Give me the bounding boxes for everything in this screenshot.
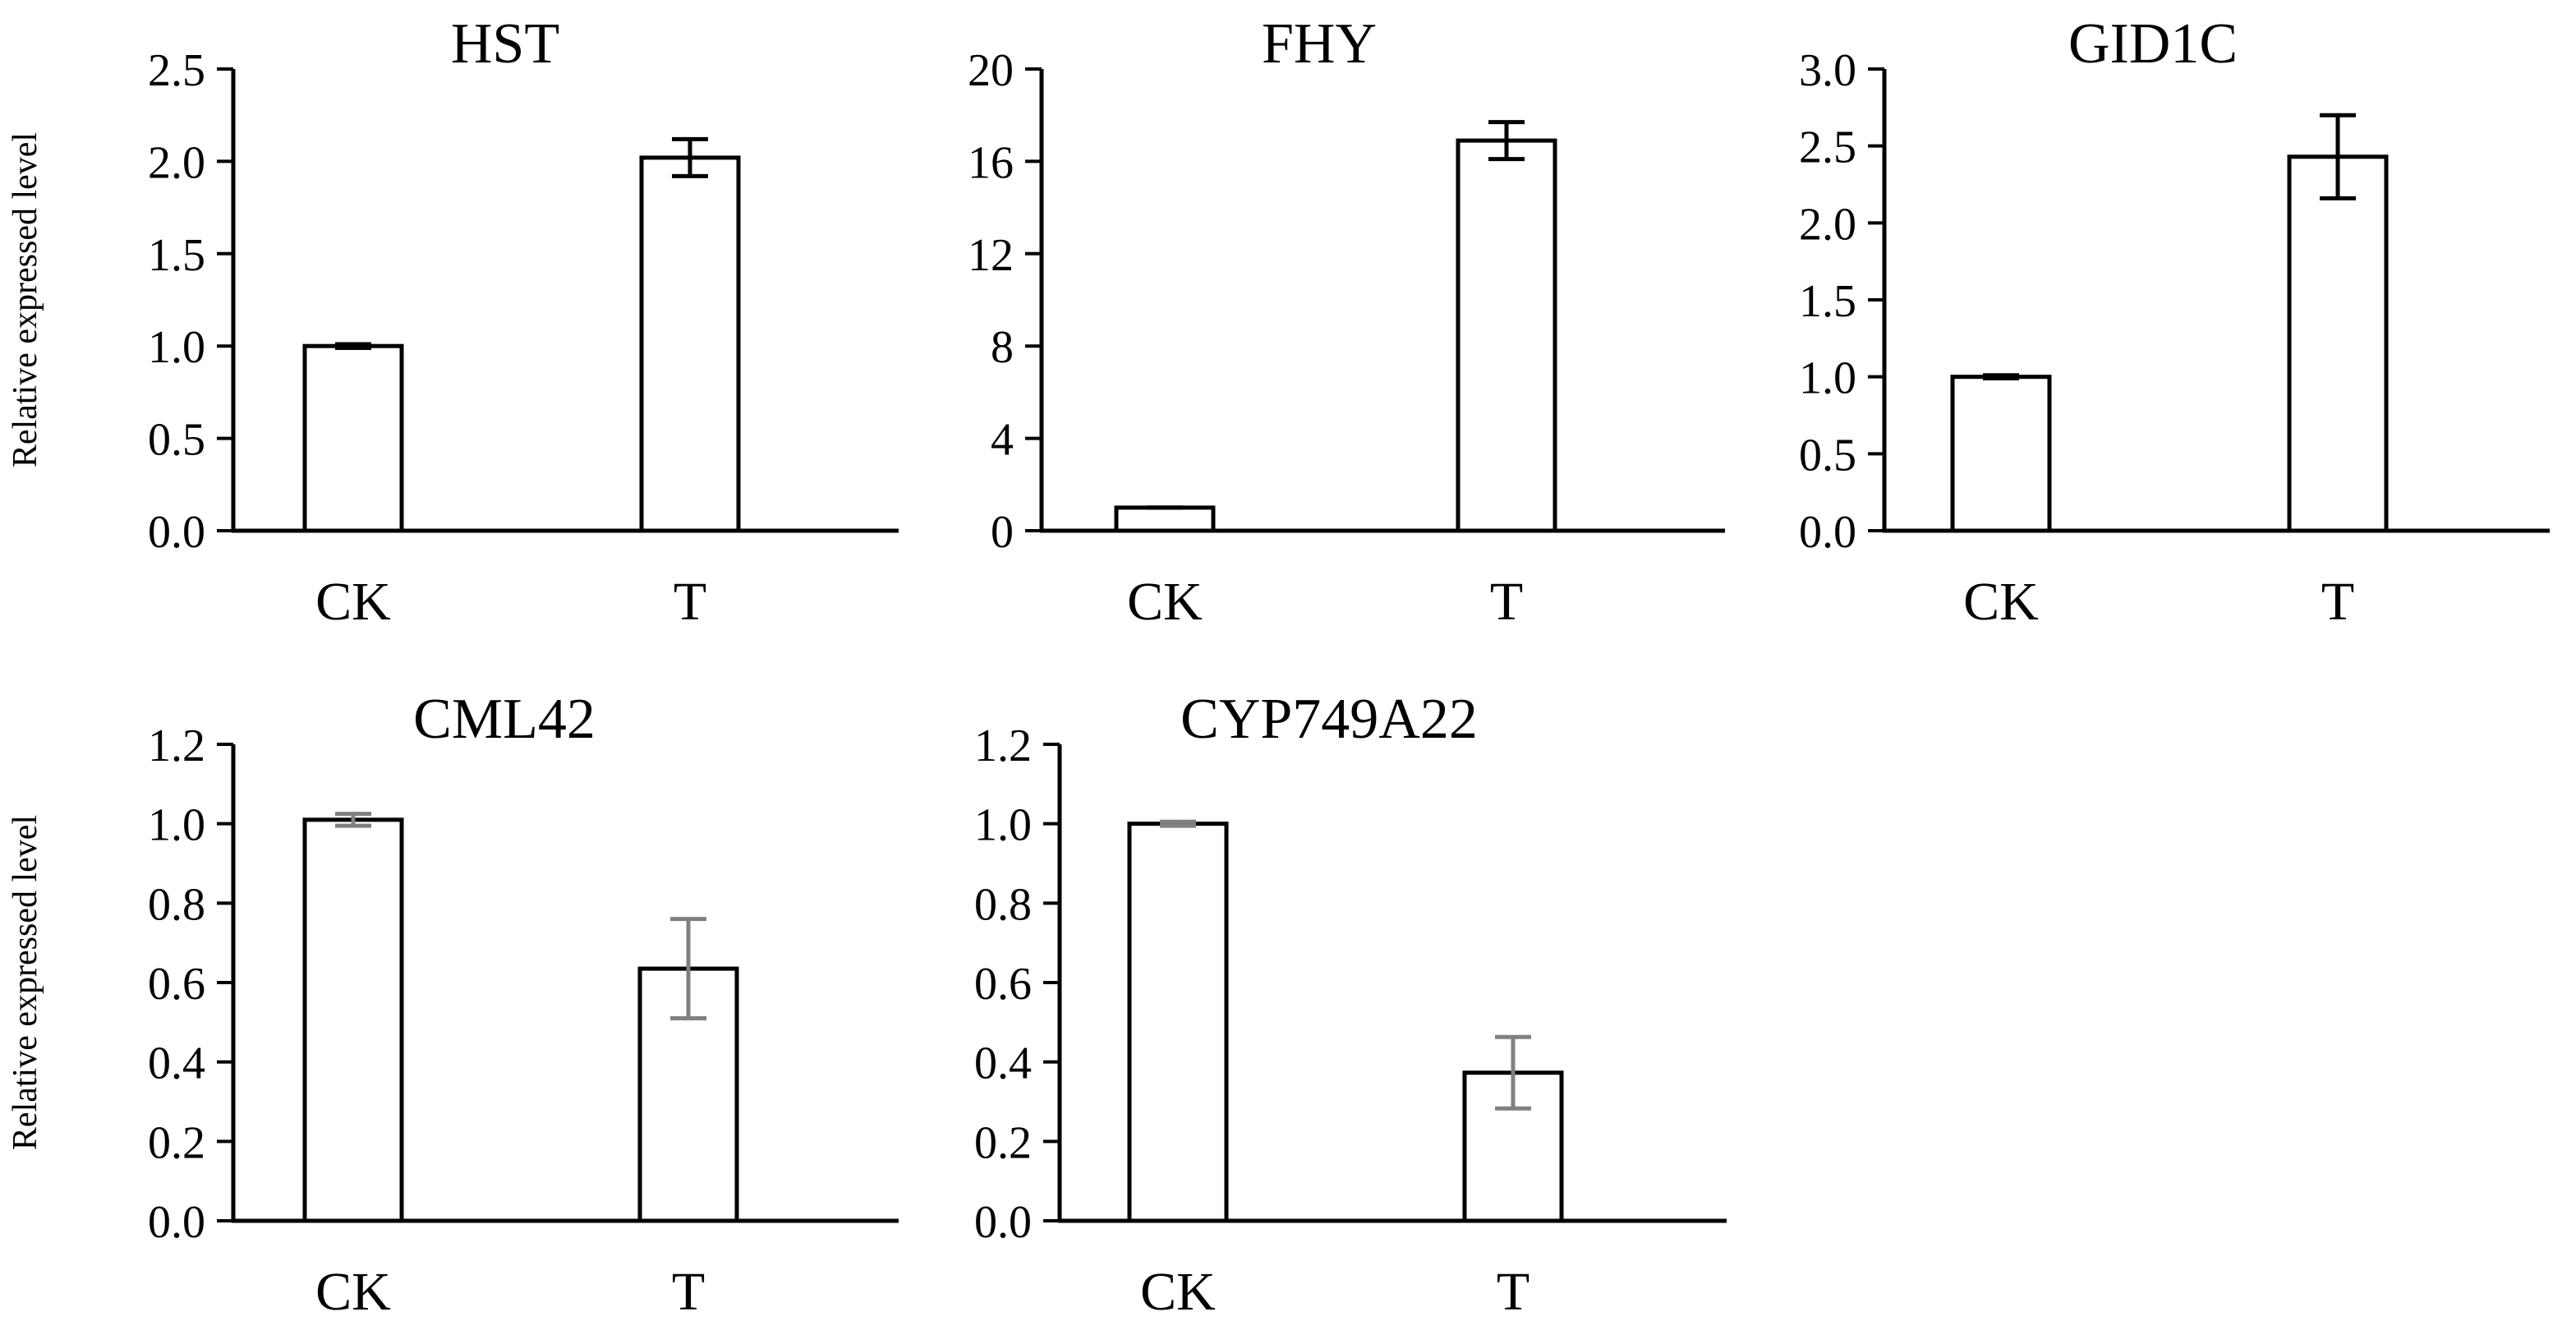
panel-5-y-tick-label: 0.4 — [974, 1038, 1032, 1089]
panel-2-title: FHY — [1262, 12, 1377, 76]
panel-2-y-tick-label: 16 — [968, 137, 1014, 188]
panel-5-y-tick-label: 0.0 — [974, 1197, 1032, 1248]
panel-1-category-label: T — [674, 572, 706, 632]
panel-2-y-tick-label: 4 — [991, 415, 1014, 466]
panel-1-y-tick-label: 1.5 — [148, 230, 205, 281]
panel-1-bar-t — [639, 155, 741, 533]
panel-4-y-tick-label: 1.2 — [148, 720, 205, 771]
panel-3-y-tick-label: 3.0 — [1799, 45, 1856, 96]
panel-4-category-label: T — [672, 1262, 705, 1322]
panel-2-y-tick-label: 20 — [968, 45, 1014, 96]
panel-1-title: HST — [451, 12, 559, 76]
panel-3-y-tick-label: 1.5 — [1799, 276, 1856, 327]
panel-3-y-tick-label: 0.0 — [1799, 507, 1856, 558]
panel-4-y-tick-label: 1.0 — [148, 800, 205, 851]
panel-1-y-tick-label: 2.5 — [148, 45, 205, 96]
panel-5-title: CYP749A22 — [1180, 688, 1478, 751]
panel-4-y-tick-label: 0.6 — [148, 959, 205, 1010]
panel-3-y-tick-label: 1.0 — [1799, 353, 1856, 404]
panel-5-y-tick-label: 1.0 — [974, 800, 1032, 851]
panel-2-category-label: CK — [1127, 572, 1203, 632]
panel-5-y-tick-label: 1.2 — [974, 720, 1032, 771]
panel-3-category-label: CK — [1963, 572, 2039, 632]
panel-4-y-tick-label: 0.0 — [148, 1197, 205, 1248]
panel-4-y-tick-label: 0.4 — [148, 1038, 205, 1089]
panel-5-bar-ck — [1127, 822, 1229, 1223]
panel-2-bar-t — [1456, 138, 1557, 533]
panel-2-y-tick-label: 0 — [991, 507, 1014, 558]
panel-4-y-axis-label: Relative expressed level — [7, 815, 44, 1150]
panel-1-y-tick-label: 0.0 — [148, 507, 205, 558]
panel-5-y-tick-label: 0.2 — [974, 1117, 1032, 1168]
panel-2-y-tick-label: 8 — [991, 322, 1014, 373]
panel-3-bar-t — [2287, 154, 2389, 533]
panel-1-category-label: CK — [315, 572, 391, 632]
panel-4-title: CML42 — [413, 688, 596, 751]
panel-2-y-tick-label: 12 — [968, 230, 1014, 281]
panel-3-y-tick-label: 2.0 — [1799, 199, 1856, 250]
panel-5-category-label: CK — [1140, 1262, 1216, 1322]
panel-3-category-label: T — [2321, 572, 2354, 632]
panel-1-bar-ck — [302, 343, 404, 533]
panel-1-y-axis-label: Relative expressed level — [7, 132, 44, 467]
panel-2-bar-ck — [1114, 505, 1216, 533]
panel-5-y-tick-label: 0.6 — [974, 959, 1032, 1010]
panel-4-y-tick-label: 0.2 — [148, 1117, 205, 1168]
panel-1-y-tick-label: 2.0 — [148, 137, 205, 188]
panel-4-bar-ck — [302, 817, 404, 1223]
panel-3-bar-ck — [1950, 375, 2052, 533]
panel-3-y-tick-label: 2.5 — [1799, 122, 1856, 173]
panel-4-category-label: CK — [315, 1262, 391, 1322]
panel-5-y-tick-label: 0.8 — [974, 879, 1032, 930]
panel-2-category-label: T — [1490, 572, 1523, 632]
panel-5-category-label: T — [1497, 1262, 1530, 1322]
panel-4-y-tick-label: 0.8 — [148, 879, 205, 930]
panel-3-y-tick-label: 0.5 — [1799, 430, 1856, 481]
panel-3-title: GID1C — [2068, 12, 2238, 76]
panel-1-y-tick-label: 0.5 — [148, 415, 205, 466]
panel-4-bar-t — [637, 966, 739, 1223]
panel-1-y-tick-label: 1.0 — [148, 322, 205, 373]
